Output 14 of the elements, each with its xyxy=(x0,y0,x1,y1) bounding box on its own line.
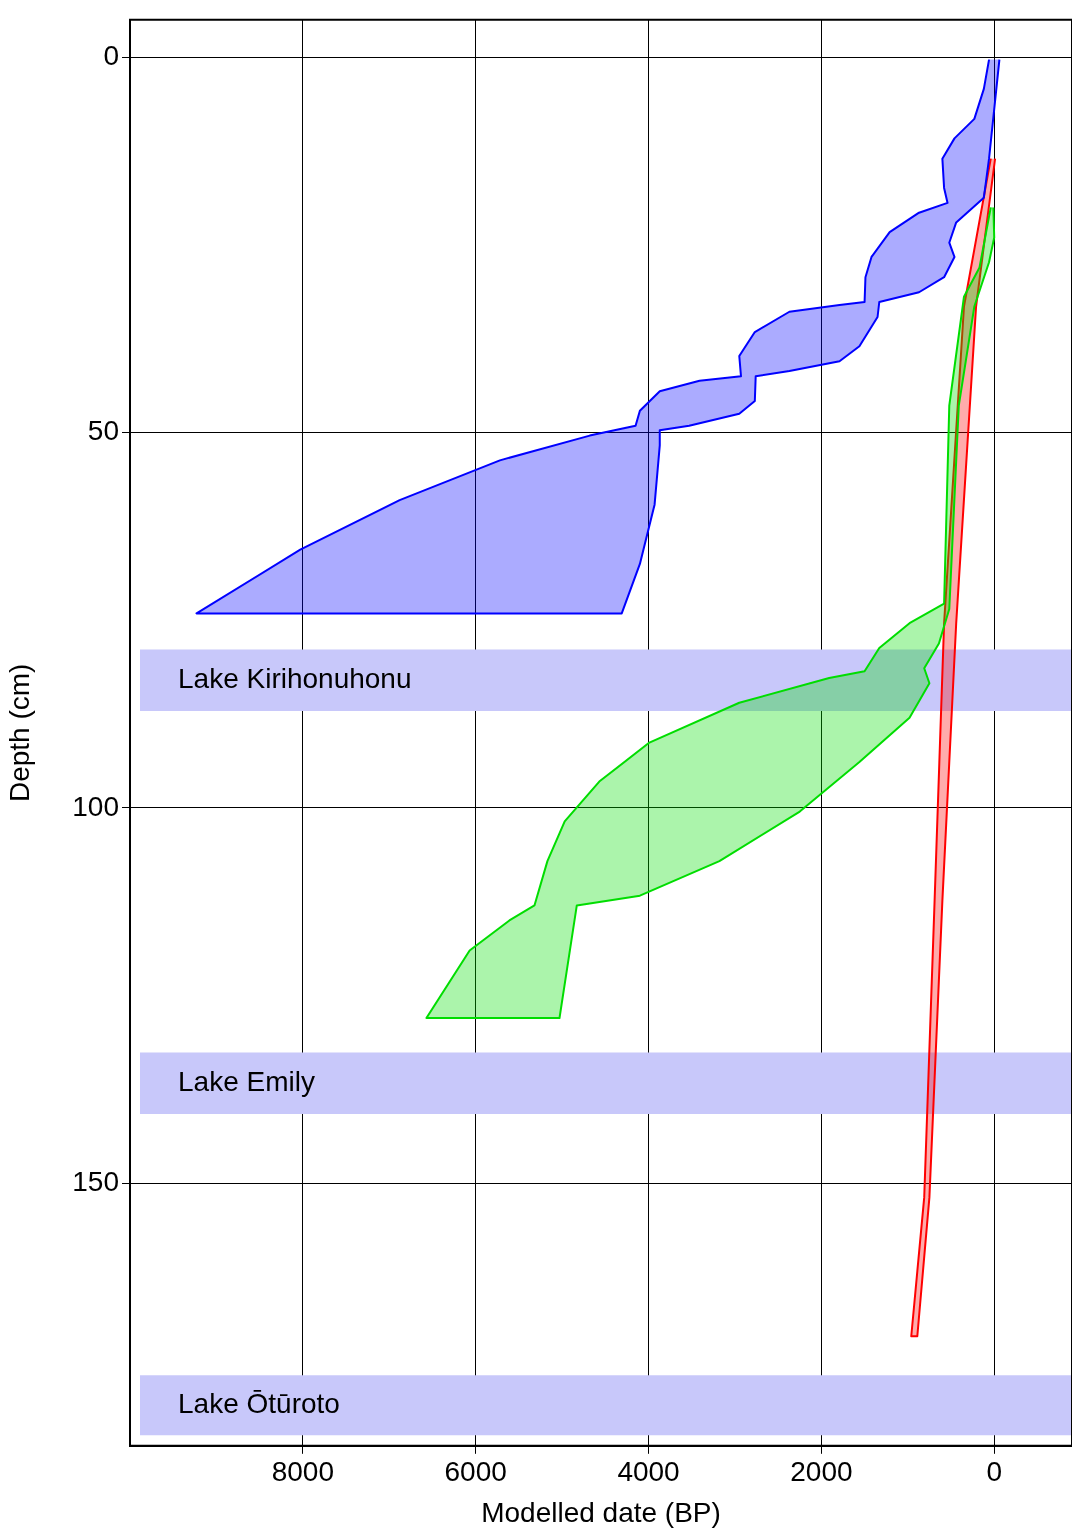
x-tick-label: 6000 xyxy=(444,1456,507,1488)
y-tick-label: 100 xyxy=(72,790,119,822)
y-tick-label: 0 xyxy=(103,40,119,72)
y-tick-label: 150 xyxy=(72,1165,119,1197)
x-axis-title: Modelled date (BP) xyxy=(481,1496,721,1528)
band-label: Lake Ōtūroto xyxy=(178,1387,340,1419)
band-label: Lake Emily xyxy=(178,1066,315,1098)
x-tick-label: 2000 xyxy=(790,1456,853,1488)
x-tick-label: 8000 xyxy=(271,1456,334,1488)
y-axis-title: Depth (cm) xyxy=(3,663,35,803)
x-tick-label: 0 xyxy=(986,1456,1003,1488)
band-label: Lake Kirihonuhonu xyxy=(178,662,412,694)
x-tick-label: 4000 xyxy=(617,1456,680,1488)
y-tick-label: 50 xyxy=(87,415,119,447)
